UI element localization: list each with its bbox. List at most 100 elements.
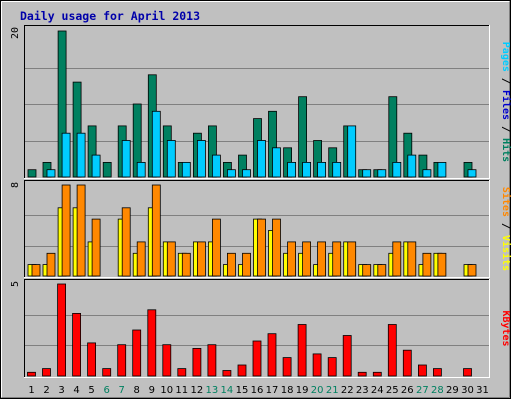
bar-hits-day-1 (27, 169, 37, 178)
bar-sites-day-18 (287, 241, 297, 277)
side-label-part-4: Hits (500, 138, 512, 162)
chart-title: Daily usage for April 2013 (20, 9, 200, 23)
bar-kbytes-day-4 (72, 312, 81, 377)
x-tick-label: 30 (461, 385, 474, 396)
side-label-pages-files-hits: Pages / Files / Hits (500, 42, 512, 162)
bar-kbytes-day-25 (387, 324, 397, 377)
bar-files-day-16 (257, 140, 266, 178)
bar-sites-day-26 (407, 241, 417, 277)
x-tick-label: 20 (311, 385, 324, 396)
x-tick-label: 24 (371, 385, 384, 396)
bar-kbytes-day-27 (417, 364, 427, 377)
bar-kbytes-day-8 (132, 329, 142, 377)
x-tick-label: 16 (251, 385, 264, 396)
x-tick-label: 10 (160, 385, 173, 396)
x-axis-ticks: 1 2 3 4 5 6 7 8 9 10 11 12 13 14 15 16 17 18 19 20 21 22 23 24 2… (28, 385, 489, 396)
y-axis-max-label: 8 (10, 182, 21, 188)
panel-pages-files-hits: 20 Pages / Files / Hits (10, 25, 512, 179)
bar-files-day-28 (437, 161, 447, 178)
bar-files-day-8 (136, 161, 146, 178)
x-tick-label: 1 (28, 385, 34, 396)
side-label-visits-sites: Sites / Visits (500, 187, 512, 271)
bar-kbytes-day-20 (312, 353, 322, 377)
bar-kbytes-day-22 (342, 335, 352, 377)
bar-files-day-25 (392, 161, 402, 178)
bar-kbytes-day-21 (327, 357, 337, 377)
side-label-part-1: / (500, 72, 511, 90)
bar-sites-day-27 (422, 252, 432, 277)
bar-sites-day-19 (302, 241, 312, 277)
x-tick-label: 25 (386, 385, 399, 396)
bar-files-day-18 (287, 161, 297, 178)
bar-sites-day-20 (317, 241, 327, 277)
bar-sites-day-14 (226, 252, 236, 277)
bar-kbytes-day-9 (147, 309, 157, 377)
bar-sites-day-2 (46, 252, 56, 277)
bar-files-day-17 (272, 147, 281, 178)
bar-sites-day-21 (332, 241, 342, 277)
y-axis-max-label: 20 (10, 27, 21, 39)
bar-files-day-7 (121, 140, 131, 178)
bar-sites-day-22 (347, 241, 357, 277)
bar-files-day-21 (332, 161, 342, 178)
bar-kbytes-day-11 (177, 368, 187, 377)
bar-sites-day-1 (31, 264, 41, 277)
x-tick-label: 26 (401, 385, 414, 396)
bar-files-day-30 (467, 169, 477, 178)
bar-sites-day-16 (257, 218, 266, 277)
x-tick-label: 14 (221, 385, 234, 396)
panel-visits-sites: 8 Sites / Visits (10, 180, 512, 278)
x-tick-label: 28 (431, 385, 444, 396)
x-tick-label: 11 (175, 385, 188, 396)
x-tick-label: 18 (281, 385, 294, 396)
series-files (46, 110, 477, 178)
bar-kbytes-day-18 (282, 357, 292, 377)
side-label-part-2: Files (500, 90, 512, 120)
bar-sites-day-5 (91, 218, 101, 277)
panel-kbytes: 5 KBytes (10, 279, 511, 378)
bar-kbytes-day-7 (117, 344, 127, 377)
bar-files-day-10 (166, 140, 176, 178)
bar-files-day-24 (377, 169, 387, 178)
x-tick-label: 15 (236, 385, 249, 396)
bar-sites-day-8 (136, 241, 146, 277)
side-label-part-3: / (500, 120, 511, 138)
x-tick-label: 29 (446, 385, 459, 396)
side-label-kbytes: KBytes (500, 310, 511, 346)
x-tick-label: 13 (206, 385, 219, 396)
bar-kbytes-day-2 (42, 368, 51, 377)
bar-sites-day-25 (392, 241, 402, 277)
bar-files-day-2 (46, 169, 56, 178)
x-tick-label: 9 (149, 385, 155, 396)
bar-kbytes-day-12 (192, 347, 202, 377)
side-label-part-2: Visits (500, 235, 512, 271)
bar-files-day-23 (362, 169, 372, 178)
bar-files-day-13 (211, 154, 221, 178)
bar-sites-day-24 (377, 264, 387, 277)
bar-files-day-15 (242, 169, 251, 178)
bar-sites-day-12 (196, 241, 206, 277)
bar-kbytes-day-23 (357, 371, 367, 377)
bar-kbytes-day-5 (87, 342, 96, 377)
bar-kbytes-day-13 (207, 344, 217, 377)
x-tick-label: 19 (296, 385, 309, 396)
bar-kbytes-day-6 (102, 368, 112, 377)
x-tick-label: 17 (266, 385, 279, 396)
bar-files-day-19 (302, 161, 312, 178)
bar-files-day-22 (347, 125, 357, 178)
chart-panels: 20 Pages / Files / Hits 8 Sites / Visits 5 KB… (10, 25, 512, 378)
bar-files-day-4 (76, 132, 86, 178)
bar-files-day-14 (226, 169, 236, 178)
x-tick-label: 8 (134, 385, 140, 396)
bar-files-day-9 (151, 110, 161, 178)
bar-sites-day-3 (61, 184, 71, 277)
bar-sites-day-10 (166, 241, 176, 277)
bar-files-day-20 (317, 161, 327, 178)
bar-kbytes-day-16 (252, 340, 262, 377)
x-tick-label: 6 (104, 385, 110, 396)
bar-hits-day-6 (102, 161, 112, 178)
bar-sites-day-9 (151, 184, 161, 277)
bar-files-day-12 (196, 140, 206, 178)
bar-files-day-3 (61, 132, 71, 178)
x-tick-label: 5 (88, 385, 94, 396)
